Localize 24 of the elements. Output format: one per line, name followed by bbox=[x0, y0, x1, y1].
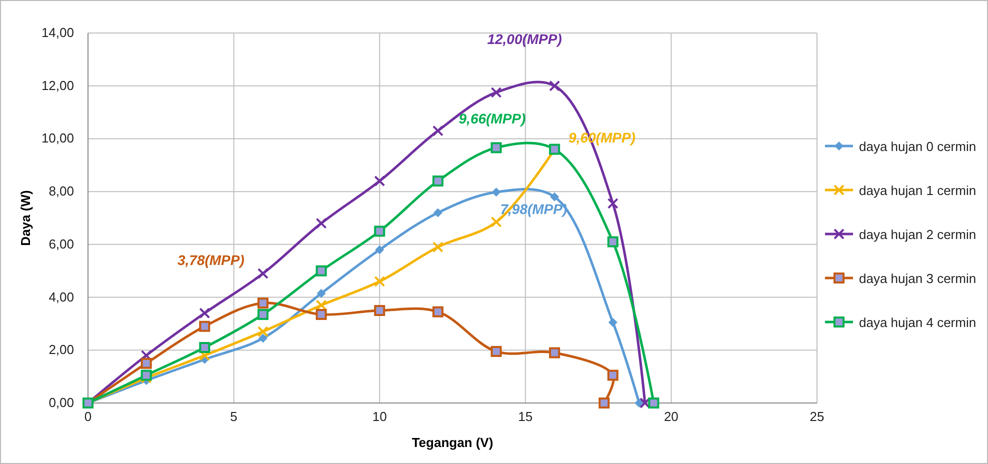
y-tick-label: 10,00 bbox=[41, 130, 74, 146]
x-axis-title: Tegangan (V) bbox=[412, 435, 494, 450]
x-tick-label: 20 bbox=[664, 409, 678, 424]
legend-label: daya hujan 1 cermin bbox=[859, 183, 976, 198]
y-axis-title: Daya (W) bbox=[18, 190, 33, 246]
legend-label: daya hujan 3 cermin bbox=[859, 271, 976, 286]
x-tick-label: 15 bbox=[518, 409, 533, 424]
legend-label: daya hujan 2 cermin bbox=[859, 227, 976, 242]
y-tick-label: 12,00 bbox=[41, 78, 74, 93]
annotation: 3,78(MPP) bbox=[178, 252, 245, 268]
x-tick-label: 5 bbox=[230, 409, 238, 424]
legend-label: daya hujan 4 cermin bbox=[859, 315, 976, 330]
y-tick-label: 4,00 bbox=[48, 289, 74, 304]
legend-label: daya hujan 0 cermin bbox=[859, 139, 976, 154]
x-tick-label: 25 bbox=[810, 409, 824, 424]
y-tick-label: 2,00 bbox=[48, 342, 74, 358]
annotation: 9,66(MPP) bbox=[458, 110, 526, 127]
y-tick-label: 0,00 bbox=[48, 395, 74, 410]
x-tick-label: 10 bbox=[372, 409, 387, 424]
y-tick-label: 14,00 bbox=[41, 25, 74, 40]
x-tick-label: 0 bbox=[84, 409, 92, 424]
y-tick-label: 8,00 bbox=[48, 184, 74, 199]
y-tick-label: 6,00 bbox=[48, 236, 74, 252]
annotation: 12,00(MPP) bbox=[487, 30, 562, 47]
